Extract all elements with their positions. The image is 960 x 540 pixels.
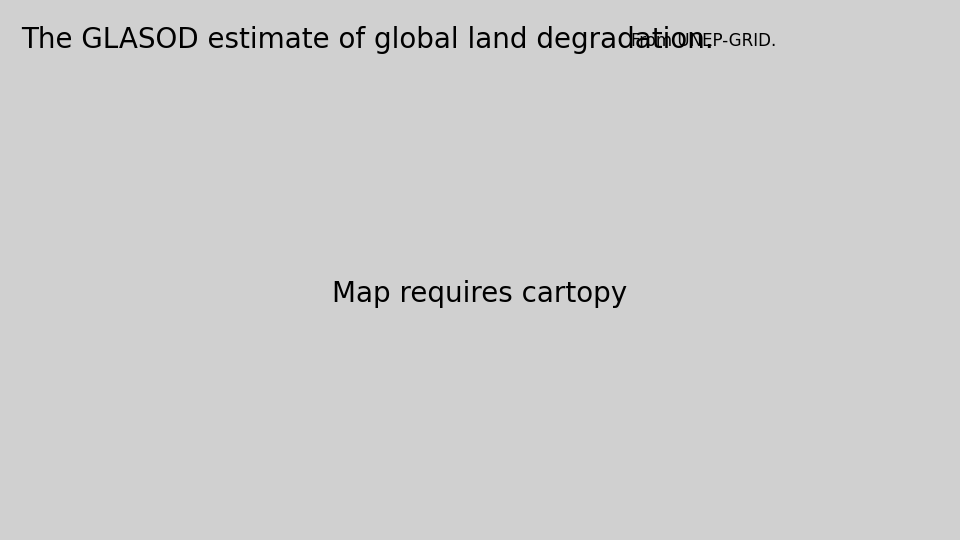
Text: The GLASOD estimate of global land degradation.: The GLASOD estimate of global land degra…	[21, 26, 714, 55]
Text: Map requires cartopy: Map requires cartopy	[332, 280, 628, 308]
Text: From UNEP-GRID.: From UNEP-GRID.	[631, 31, 776, 50]
